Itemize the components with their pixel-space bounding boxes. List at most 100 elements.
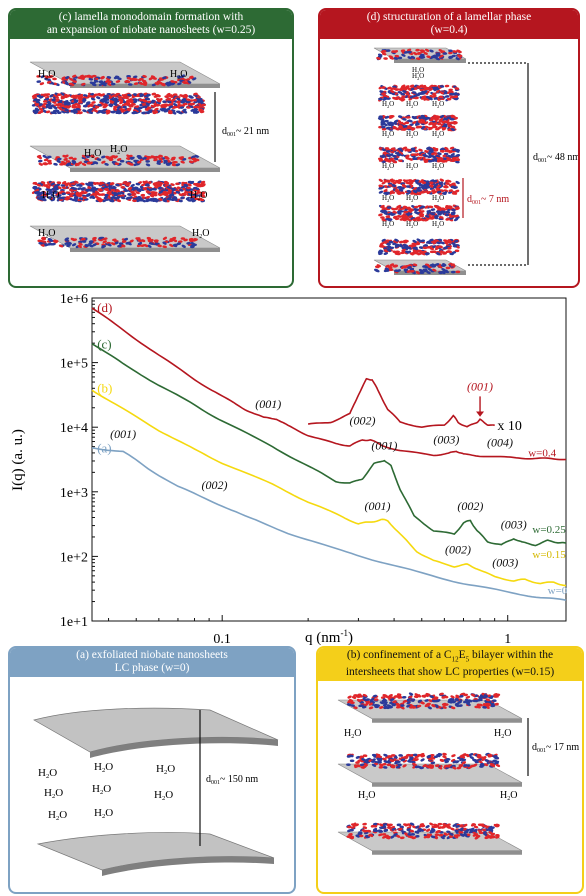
panel-b-title: (b) confinement of a C12E5 bilayer withi… — [318, 648, 582, 682]
series-line-w=0 — [91, 447, 567, 601]
peak-label: (001) — [365, 499, 391, 513]
panel-d-lamellar-phase: (d) structuration of a lamellar phase (w… — [318, 8, 580, 288]
peak-label: (004) — [487, 436, 513, 450]
a-water-label: H2O — [48, 809, 67, 822]
d-water-label: H2O — [382, 220, 394, 229]
d-water-label: H2O — [432, 194, 444, 203]
d-surfactant-bottom — [374, 262, 461, 275]
weight-label: w=0.4 — [528, 448, 556, 460]
b-water-label: H2O — [494, 728, 511, 740]
series-line-w=0.15 — [91, 389, 567, 587]
x-tick-label: 0.1 — [213, 632, 231, 646]
a-water-label: H2O — [154, 789, 173, 802]
peak-label: (003) — [433, 432, 459, 446]
d-bilayer-6 — [377, 238, 460, 256]
c-water-label: H2O — [192, 228, 209, 240]
d-water-label: H2O — [406, 194, 418, 203]
plot-frame — [91, 297, 567, 622]
a-water-label: H2O — [44, 787, 63, 800]
a-spacing-label: d001~ 150 nm — [206, 774, 258, 786]
x-tick-label: 1 — [504, 632, 511, 646]
d-outer-spacing-label: d001~ 48 nm — [533, 152, 578, 164]
weight-label: w=0 — [548, 585, 568, 597]
d-inner-spacing-label: d001~ 7 nm — [467, 194, 509, 206]
d-water-label: H2O — [412, 72, 424, 81]
d-water-label: H2O — [382, 130, 394, 139]
series-line-w=0.4 — [91, 307, 567, 461]
panel-a-title: (a) exfoliated niobate nanosheets LC pha… — [10, 648, 294, 677]
peak-label: (002) — [349, 414, 375, 428]
d-water-label: H2O — [432, 100, 444, 109]
peak-label: (002) — [202, 478, 228, 492]
peak-label: (003) — [501, 518, 527, 532]
peak-arrowhead — [476, 411, 485, 417]
b-bilayer-2 — [346, 752, 501, 770]
c-water-label: H2O — [84, 148, 101, 160]
b-water-label: H2O — [344, 728, 361, 740]
panel-b-bilayer-confinement: (b) confinement of a C12E5 bilayer withi… — [316, 646, 584, 894]
panel-c-title: (c) lamella monodomain formation with an… — [10, 10, 292, 39]
c-water-label: H2O — [38, 69, 55, 81]
weight-label: w=0.25 — [532, 524, 566, 536]
d-bilayer-5 — [378, 204, 460, 222]
a-water-label: H2O — [92, 783, 111, 796]
curve-label: (d) — [97, 300, 112, 315]
peak-label: (001) — [110, 427, 136, 441]
d-bilayer-2 — [377, 114, 458, 132]
y-tick-label: 1e+3 — [60, 486, 88, 501]
y-tick-label: 1e+5 — [60, 357, 88, 372]
curve-label: (c) — [97, 337, 111, 352]
c-spacing-value: ~ 21 nm — [236, 126, 269, 137]
panel-a-exfoliated-nanosheets: (a) exfoliated niobate nanosheets LC pha… — [8, 646, 296, 894]
a-water-label: H2O — [38, 767, 57, 780]
c-sheet-top — [29, 61, 221, 88]
series-line-(d) x 10 — [307, 377, 495, 429]
b-spacing-label: d001~ 17 nm — [532, 742, 579, 754]
d-bilayer-1 — [378, 84, 460, 102]
c-water-label: H2O — [170, 69, 187, 81]
y-tick-label: 1e+2 — [60, 550, 88, 565]
d-water-label: H2O — [406, 220, 418, 229]
b-water-label: H2O — [500, 790, 517, 802]
saxs-chart: 1e+1 1e+2 1e+3 1e+4 1e+5 1e+6 0.1 1 (a) (b) (c) (… — [10, 292, 568, 646]
scale-note: x 10 — [497, 419, 522, 434]
c-surfactant-3 — [36, 154, 200, 167]
d-bilayer-3 — [377, 146, 461, 164]
panel-c-lamella-monodomain: (c) lamella monodomain formation with an… — [8, 8, 294, 288]
c-surfactant-1 — [36, 74, 197, 87]
y-tick-label: 1e+1 — [60, 615, 88, 630]
curve-label: (a) — [97, 440, 111, 455]
y-tick-label: 1e+4 — [60, 421, 88, 436]
peak-label: (002) — [457, 499, 483, 513]
b-bilayer-3 — [346, 822, 500, 840]
d-water-label: H2O — [382, 162, 394, 171]
c-surfactant-5 — [37, 236, 198, 249]
c-water-label: H2O — [190, 190, 207, 202]
y-axis-label: I(q) (a. u.) — [10, 429, 26, 491]
a-water-label: H2O — [156, 763, 175, 776]
a-sheet-bottom — [36, 832, 275, 876]
d-water-label: H2O — [382, 100, 394, 109]
d-surfactant-top — [376, 48, 463, 61]
d-water-label: H2O — [432, 162, 444, 171]
c-water-label: H2O — [110, 144, 127, 156]
peak-label: (003) — [492, 555, 518, 569]
peak-label: (001) — [255, 397, 281, 411]
a-water-label: H2O — [94, 807, 113, 820]
x-axis-label: q (nm-1) — [305, 628, 353, 646]
y-tick-label: 1e+6 — [60, 292, 88, 307]
panel-d-title: (d) structuration of a lamellar phase (w… — [320, 10, 578, 39]
weight-label: w=0.15 — [532, 549, 566, 561]
d-water-label: H2O — [406, 162, 418, 171]
panel-b-illustration: H2O H2O H2O H2O d001~ 17 nm — [337, 692, 579, 855]
series-line-w=0.25 — [91, 343, 567, 547]
c-water-label: H2O — [42, 190, 59, 202]
d-water-label: H2O — [382, 194, 394, 203]
c-surfactant-4 — [31, 180, 206, 203]
d-bilayer-4 — [378, 178, 460, 196]
panel-a-illustration: H2O H2O H2O H2O H2O H2O H2O H2O d001~ 150 nm — [33, 707, 279, 876]
b-water-label: H2O — [358, 790, 375, 802]
d-water-label: H2O — [406, 100, 418, 109]
peak-label: (002) — [445, 543, 471, 557]
d-water-label: H2O — [432, 220, 444, 229]
